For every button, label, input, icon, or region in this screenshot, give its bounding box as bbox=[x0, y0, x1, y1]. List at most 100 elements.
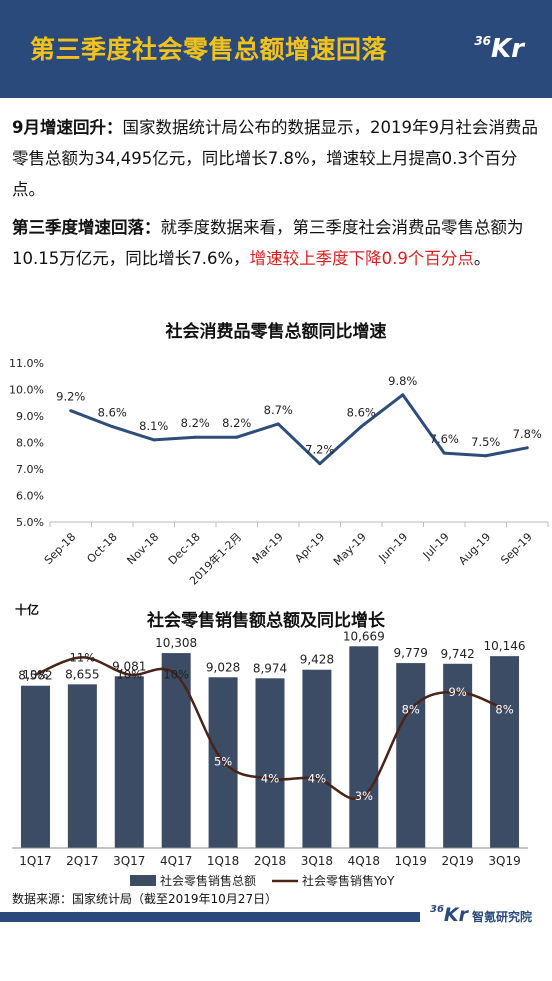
line-value-label: 10% bbox=[23, 668, 49, 682]
paragraph-september: 9月增速回升：国家数据统计局公布的数据显示，2019年9月社会消费品零售总额为3… bbox=[12, 112, 542, 205]
bar bbox=[255, 678, 285, 848]
bar-value-label: 10,669 bbox=[343, 629, 385, 643]
series-line-yoy bbox=[34, 656, 506, 801]
data-label: 9.8% bbox=[388, 374, 417, 388]
paragraph-q3-heading: 第三季度增速回落： bbox=[12, 218, 161, 237]
x-tick-label: 2Q18 bbox=[254, 854, 286, 868]
data-point bbox=[276, 422, 280, 426]
data-point bbox=[193, 435, 197, 439]
data-point bbox=[152, 438, 156, 442]
bar bbox=[302, 669, 332, 848]
x-tick-label: Dec-18 bbox=[166, 530, 203, 567]
line-value-label: 10% bbox=[163, 668, 189, 682]
data-label: 8.6% bbox=[347, 406, 376, 420]
x-tick-label: May-19 bbox=[331, 530, 369, 568]
y-tick-label: 5.0% bbox=[16, 516, 44, 529]
bar-value-label: 10,308 bbox=[155, 636, 197, 650]
paragraph-q3-highlight: 增速较上季度下降0.9个百分点 bbox=[249, 249, 474, 268]
footer-logo-letters: Kr bbox=[443, 904, 469, 926]
x-tick-label: Sep-18 bbox=[42, 530, 79, 567]
page-title: 第三季度社会零售总额增速回落 bbox=[30, 35, 388, 64]
line-value-label: 11% bbox=[70, 650, 96, 664]
bar-value-label: 9,779 bbox=[394, 646, 428, 660]
line-value-label: 9% bbox=[449, 685, 467, 699]
x-tick-label: Oct-18 bbox=[84, 530, 119, 565]
x-tick-label: 4Q18 bbox=[348, 854, 380, 868]
footer-logo-text: 智氪研究院 bbox=[472, 910, 533, 924]
paragraph-september-text: 国家数据统计局公布的数据显示，2019年9月社会消费品零售总额为34,495亿元… bbox=[12, 118, 538, 199]
legend-label-bar: 社会零售销售总额 bbox=[160, 873, 256, 888]
paragraph-q3-text: 就季度数据来看，第三季度社会消费品零售总额为10.15万亿元，同比增长7.6%， bbox=[12, 218, 524, 268]
x-tick-label: 1Q17 bbox=[19, 854, 51, 868]
legend-swatch-bar bbox=[130, 875, 156, 886]
data-label: 8.2% bbox=[181, 416, 210, 430]
y-axis-unit-label: 十亿 bbox=[15, 602, 39, 617]
bar bbox=[67, 684, 97, 848]
bar-value-label: 8,974 bbox=[253, 661, 287, 675]
x-tick-label: 1Q18 bbox=[207, 854, 239, 868]
x-tick-label: Mar-19 bbox=[250, 530, 286, 566]
line-value-label: 4% bbox=[308, 772, 326, 786]
data-label: 7.5% bbox=[471, 435, 500, 449]
y-tick-label: 8.0% bbox=[16, 437, 44, 450]
y-tick-label: 10.0% bbox=[9, 384, 44, 397]
y-tick-label: 11.0% bbox=[9, 357, 44, 370]
header-banner: 第三季度社会零售总额增速回落 36Kr bbox=[0, 0, 552, 98]
paragraph-september-heading: 9月增速回升： bbox=[12, 118, 123, 137]
paragraph-q3-end: 。 bbox=[473, 249, 491, 268]
line-value-label: 10% bbox=[116, 668, 142, 682]
bar-value-label: 8,582 bbox=[18, 669, 52, 683]
y-tick-label: 7.0% bbox=[16, 463, 44, 476]
data-label: 7.6% bbox=[430, 432, 459, 446]
data-point bbox=[401, 393, 405, 397]
legend-label-line: 社会零售销售YoY bbox=[302, 873, 395, 888]
bar-value-label: 9,428 bbox=[300, 653, 334, 667]
footer-logo: 36Kr 智氪研究院 bbox=[430, 904, 532, 926]
x-tick-label: Sep-19 bbox=[498, 530, 535, 567]
bar bbox=[161, 653, 191, 848]
data-label: 8.2% bbox=[222, 416, 251, 430]
paragraph-q3: 第三季度增速回落：就季度数据来看，第三季度社会消费品零售总额为10.15万亿元，… bbox=[12, 212, 542, 274]
bar bbox=[490, 656, 520, 848]
data-label: 8.1% bbox=[139, 419, 168, 433]
line-value-label: 5% bbox=[214, 754, 232, 768]
x-tick-label: 3Q17 bbox=[113, 854, 145, 868]
x-tick-label: Nov-18 bbox=[124, 530, 161, 567]
data-point bbox=[69, 409, 73, 413]
data-label: 7.8% bbox=[513, 427, 542, 441]
line-value-label: 8% bbox=[495, 702, 513, 716]
bar-value-label: 9,742 bbox=[440, 647, 474, 661]
data-label: 8.6% bbox=[98, 406, 127, 420]
data-point bbox=[318, 462, 322, 466]
line-value-label: 4% bbox=[261, 772, 279, 786]
bar bbox=[396, 663, 426, 848]
bar-value-label: 9,081 bbox=[112, 659, 146, 673]
y-tick-label: 9.0% bbox=[16, 410, 44, 423]
x-tick-label: 1Q19 bbox=[395, 854, 427, 868]
x-tick-label: 4Q17 bbox=[160, 854, 192, 868]
data-point bbox=[110, 425, 114, 429]
footer-logo-number: 36 bbox=[430, 904, 444, 915]
bar bbox=[20, 685, 50, 848]
chart-title: 社会消费品零售总额同比增速 bbox=[165, 321, 387, 342]
data-point bbox=[525, 446, 529, 450]
y-tick-label: 6.0% bbox=[16, 490, 44, 503]
line-value-label: 3% bbox=[355, 789, 373, 803]
data-point bbox=[484, 454, 488, 458]
logo-number: 36 bbox=[474, 34, 492, 48]
data-label: 7.2% bbox=[305, 443, 334, 457]
bar bbox=[349, 646, 379, 848]
data-label: 9.2% bbox=[56, 390, 85, 404]
x-tick-label: 2Q17 bbox=[66, 854, 98, 868]
x-tick-label: 2Q19 bbox=[441, 854, 473, 868]
x-tick-label: Jun-19 bbox=[376, 530, 411, 565]
data-source-note: 数据来源：国家统计局（截至2019年10月27日） bbox=[12, 892, 278, 906]
bar-value-label: 10,146 bbox=[484, 639, 526, 653]
x-tick-label: 3Q18 bbox=[301, 854, 333, 868]
bar bbox=[114, 676, 144, 848]
line-chart-yoy-growth: 社会消费品零售总额同比增速 5.0% 6.0% 7.0% 8.0% 9.0% 10.0% 11… bbox=[9, 321, 549, 588]
bar-value-label: 8,655 bbox=[65, 667, 99, 681]
chart-title: 社会零售销售额总额及同比增长 bbox=[146, 610, 386, 631]
bar-value-label: 9,028 bbox=[206, 660, 240, 674]
